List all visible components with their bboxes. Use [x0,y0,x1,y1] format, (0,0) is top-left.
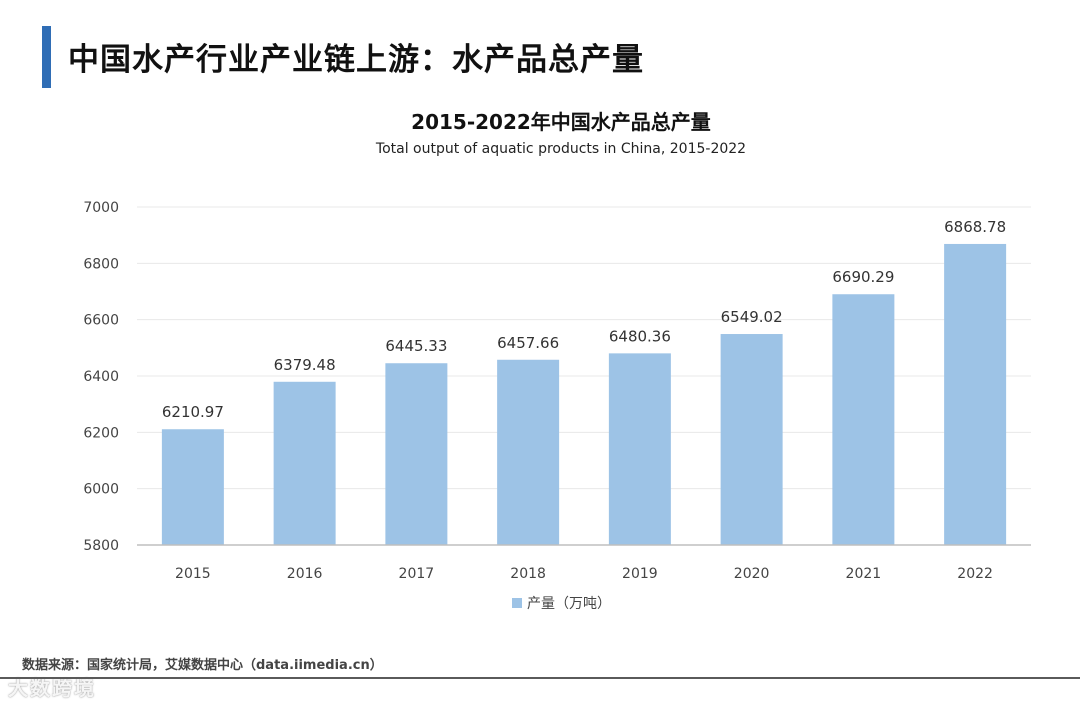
x-tick-label: 2015 [175,566,211,582]
title-accent-bar [42,26,51,88]
x-tick-label: 2016 [287,566,323,582]
legend-label: 产量（万吨） [527,596,611,612]
bar [720,334,783,545]
y-tick-label: 6200 [83,425,119,441]
bar-value-label: 6457.66 [497,334,559,352]
watermark: 大数跨境 [8,676,96,700]
bar-value-label: 6868.78 [944,218,1006,236]
y-tick-label: 6600 [83,313,119,329]
chart-subtitle: Total output of aquatic products in Chin… [375,141,747,157]
y-tick-label: 5800 [83,538,119,554]
source-note: 数据来源：国家统计局，艾媒数据中心（data.iimedia.cn） [22,658,383,673]
bar [161,429,224,545]
bar-value-label: 6210.97 [162,403,224,421]
bar [944,243,1007,545]
x-tick-label: 2017 [399,566,435,582]
bar [385,363,448,545]
x-tick-label: 2022 [957,566,993,582]
bar-value-label: 6445.33 [385,337,447,355]
bar [273,381,336,545]
bar-value-label: 6690.29 [832,268,894,286]
bar-value-label: 6549.02 [721,308,783,326]
y-tick-label: 6000 [83,482,119,498]
bar [497,359,560,545]
bar [608,353,671,545]
y-tick-label: 6800 [83,256,119,272]
bar-value-label: 6379.48 [274,356,336,374]
x-tick-label: 2020 [734,566,770,582]
x-tick-label: 2018 [510,566,546,582]
bar-value-label: 6480.36 [609,327,671,345]
y-tick-label: 7000 [83,200,119,216]
page-title: 中国水产行业产业链上游：水产品总产量 [68,42,644,78]
bar [832,294,895,545]
y-tick-label: 6400 [83,369,119,385]
x-tick-label: 2019 [622,566,658,582]
legend-swatch [512,598,522,608]
footer-divider [0,677,1080,679]
x-tick-label: 2021 [846,566,882,582]
chart-title: 2015-2022年中国水产品总产量 [411,110,711,134]
